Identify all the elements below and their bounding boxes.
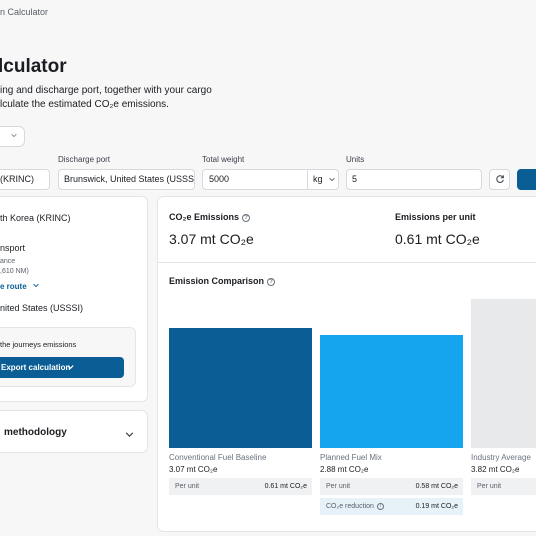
co2e-reduction-label: CO₂e reduction i <box>326 498 384 515</box>
bar-industry-average <box>471 299 536 448</box>
co2e-reduction-text: CO₂e reduction <box>326 503 374 510</box>
per-unit-label: Per unit <box>477 483 502 490</box>
co2e-emissions-label: CO₂e Emissions? <box>169 212 251 222</box>
bar-label-industry: Industry Average <box>471 453 531 462</box>
discharge-port-label: Discharge port <box>58 155 111 164</box>
co2e-emissions-title: CO₂e Emissions <box>169 212 240 222</box>
page-title: lculator <box>0 56 67 77</box>
total-weight-label: Total weight <box>202 155 245 164</box>
info-icon[interactable]: ? <box>267 277 276 286</box>
loading-port-input[interactable]: (KRINC) <box>0 169 50 190</box>
page-description: ing and discharge port, together with yo… <box>0 84 212 112</box>
weight-unit-select[interactable]: kg <box>307 170 338 189</box>
bar-total-planned: 2.88 mt CO₂e <box>320 465 369 474</box>
bar-total-industry: 3.82 mt CO₂e <box>471 465 520 474</box>
emission-comparison-title: Emission Comparison <box>169 276 265 286</box>
co2e-reduction-row: CO₂e reduction i 0.19 mt CO₂e <box>320 498 463 515</box>
methodology-label: methodology <box>4 427 67 438</box>
per-unit-row-industry: Per unit <box>471 478 536 495</box>
units-label: Units <box>346 155 365 164</box>
bar-label-planned: Planned Fuel Mix <box>320 453 382 462</box>
bar-label-conventional: Conventional Fuel Baseline <box>169 453 267 462</box>
total-weight-field: 5000 kg <box>202 169 339 190</box>
emission-comparison-heading: Emission Comparison? <box>169 276 276 286</box>
methodology-accordion[interactable] <box>0 410 148 453</box>
emissions-per-unit-value: 0.61 mt CO₂e <box>395 231 480 247</box>
per-unit-value: 0.58 mt CO₂e <box>415 483 458 490</box>
calculate-button[interactable] <box>517 169 536 190</box>
per-unit-label: Per unit <box>175 483 200 490</box>
results-divider <box>157 262 536 263</box>
emissions-per-unit-label: Emissions per unit <box>395 212 476 222</box>
route-destination: nited States (USSSI) <box>0 303 84 313</box>
export-button-label: Export calculation <box>1 363 71 372</box>
co2e-reduction-value: 0.19 mt CO₂e <box>415 503 458 510</box>
breadcrumb: n Calculator <box>0 7 49 17</box>
reset-button[interactable] <box>489 169 510 190</box>
view-route-link[interactable]: e route <box>0 281 40 291</box>
total-weight-input[interactable]: 5000 <box>209 174 230 184</box>
mode-select[interactable] <box>0 126 25 147</box>
per-unit-row-planned: Per unit 0.58 mt CO₂e <box>320 478 463 495</box>
units-input[interactable]: 5 <box>346 169 482 190</box>
per-unit-row-conventional: Per unit 0.61 mt CO₂e <box>169 478 312 495</box>
description-line-1: ing and discharge port, together with yo… <box>0 85 212 96</box>
info-icon[interactable]: i <box>376 502 384 510</box>
co2e-emissions-value: 3.07 mt CO₂e <box>169 231 254 247</box>
info-icon[interactable]: ? <box>242 213 251 222</box>
discharge-port-input[interactable]: Brunswick, United States (USSSI) <box>58 169 195 190</box>
bar-total-conventional: 3.07 mt CO₂e <box>169 465 218 474</box>
weight-unit-value: kg <box>313 174 323 184</box>
per-unit-label: Per unit <box>326 483 351 490</box>
chevron-down-icon <box>328 171 336 189</box>
bar-planned-fuel-mix <box>320 335 463 448</box>
route-origin: th Korea (KRINC) <box>0 213 71 223</box>
view-route-label: e route <box>0 282 27 291</box>
route-transport: nsport <box>0 243 26 253</box>
route-distance-label: ance <box>0 258 16 265</box>
chevron-down-icon <box>10 131 18 141</box>
per-unit-value: 0.61 mt CO₂e <box>264 483 307 490</box>
export-calculation-button[interactable]: Export calculation <box>0 357 124 378</box>
export-text: the journeys emissions <box>0 340 77 349</box>
route-distance-value: ,610 NM) <box>0 268 29 275</box>
chevron-down-icon <box>124 427 135 445</box>
bar-conventional-fuel-baseline <box>169 328 312 448</box>
refresh-icon <box>495 171 505 189</box>
chevron-down-icon <box>66 362 75 373</box>
chevron-down-icon <box>32 282 40 291</box>
description-line-2: lculate the estimated CO₂e emissions. <box>0 99 169 110</box>
